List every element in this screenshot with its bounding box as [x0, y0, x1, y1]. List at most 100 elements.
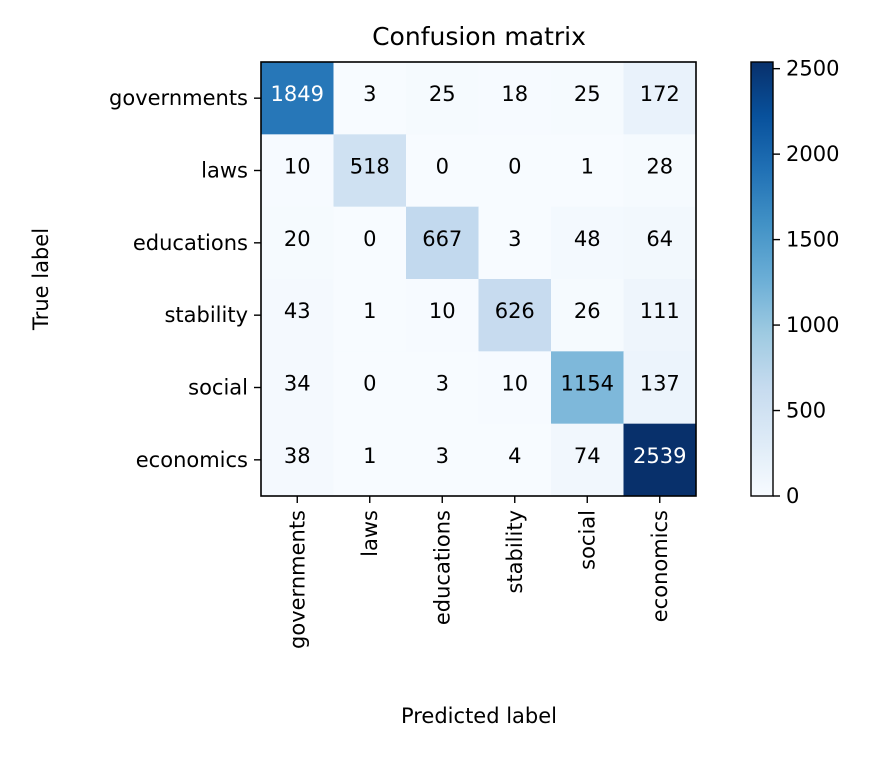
cell-value-label: 0 [508, 155, 521, 179]
y-tick-label: laws [201, 159, 248, 183]
heatmap-cell [261, 62, 334, 135]
y-axis-title: True label [29, 228, 53, 331]
cell-value-label: 18 [501, 82, 528, 106]
heatmap-cell [478, 423, 552, 497]
cell-value-label: 3 [436, 444, 449, 468]
cell-value-label: 3 [436, 372, 449, 396]
heatmap-cell [406, 62, 479, 135]
heatmap-cell [551, 423, 624, 497]
chart-title: Confusion matrix [372, 22, 586, 51]
x-tick-label: stability [503, 510, 527, 594]
cell-value-label: 10 [501, 372, 528, 396]
heatmap-cell [623, 134, 697, 208]
colorbar-tick-label: 1000 [786, 313, 839, 337]
cell-value-label: 626 [495, 299, 535, 323]
colorbar [750, 61, 774, 497]
cell-value-label: 518 [350, 155, 390, 179]
cell-value-label: 3 [363, 82, 376, 106]
cell-value-label: 667 [422, 227, 462, 251]
x-tick-label: laws [358, 510, 382, 557]
cell-value-label: 1849 [271, 82, 324, 106]
cell-value-label: 48 [574, 227, 601, 251]
heatmap-cell [333, 206, 407, 280]
cell-value-label: 25 [429, 82, 456, 106]
heatmap-cell [261, 351, 334, 425]
y-tick-label: governments [109, 86, 248, 110]
heatmap-cell [551, 134, 624, 208]
heatmap-cell [478, 279, 552, 352]
cell-value-label: 64 [646, 227, 673, 251]
colorbar-ticks: 0 500 1000 1500 2000 2500 [773, 57, 839, 508]
heatmap-cell [623, 62, 697, 135]
x-axis-title: Predicted label [401, 704, 557, 728]
heatmap-cell [623, 351, 697, 425]
heatmap-cell [333, 423, 407, 497]
cell-value-label: 3 [508, 227, 521, 251]
heatmap-cell [478, 62, 552, 135]
colorbar-tick-label: 2000 [786, 142, 839, 166]
x-axis-ticks: governments laws educations stability social… [285, 496, 672, 649]
x-tick-label: economics [648, 510, 672, 622]
colorbar-tick-label: 500 [786, 399, 826, 423]
cell-value-label: 38 [284, 444, 311, 468]
x-tick-label: governments [285, 510, 309, 649]
cell-value-label: 4 [508, 444, 521, 468]
cell-value-label: 34 [284, 372, 311, 396]
x-tick-label: educations [430, 510, 454, 625]
heatmap-cell [623, 423, 697, 497]
heatmap-cell [551, 351, 624, 425]
colorbar-tick-label: 2500 [786, 57, 839, 81]
heatmap-cell [333, 62, 407, 135]
y-tick-label: economics [136, 448, 248, 472]
cell-value-label: 1154 [561, 372, 614, 396]
cell-value-label: 137 [640, 372, 680, 396]
cell-value-label: 43 [284, 299, 311, 323]
cell-value-label: 10 [429, 299, 456, 323]
colorbar-tick-label: 0 [786, 484, 799, 508]
heatmap-cells [261, 62, 697, 497]
cell-value-label: 26 [574, 299, 601, 323]
heatmap-cell [551, 279, 624, 352]
heatmap-cell [406, 351, 479, 425]
cell-value-label: 0 [436, 155, 449, 179]
cell-value-label: 20 [284, 227, 311, 251]
heatmap-cell [333, 351, 407, 425]
cell-value-label: 0 [363, 227, 376, 251]
heatmap-cell [551, 62, 624, 135]
cell-value-label: 172 [640, 82, 680, 106]
cell-value-label: 28 [646, 155, 673, 179]
heatmap-cell [406, 206, 479, 280]
heatmap-cell [406, 423, 479, 497]
y-axis-ticks: governments laws educations stability social… [109, 86, 261, 472]
cell-value-label: 1 [363, 299, 376, 323]
heatmap-cell [478, 206, 552, 280]
cell-value-label: 0 [363, 372, 376, 396]
heatmap-cell [261, 423, 334, 497]
heatmap-cell [261, 134, 334, 208]
heatmap-cell [406, 279, 479, 352]
cell-value-label: 111 [640, 299, 680, 323]
cell-value-label: 1 [581, 155, 594, 179]
cell-value-label: 25 [574, 82, 601, 106]
y-tick-label: stability [164, 303, 248, 327]
cell-value-label: 2539 [633, 444, 686, 468]
heatmap-cell [333, 134, 407, 208]
heatmap-cell [623, 206, 697, 280]
cell-value-label: 74 [574, 444, 601, 468]
y-tick-label: educations [133, 231, 248, 255]
heatmap-cell [333, 279, 407, 352]
cell-value-label: 10 [284, 155, 311, 179]
heatmap-cell [478, 351, 552, 425]
cell-value-label: 1 [363, 444, 376, 468]
colorbar-tick-label: 1500 [786, 228, 839, 252]
y-tick-label: social [188, 376, 248, 400]
heatmap-cell [478, 134, 552, 208]
heatmap-cell [406, 134, 479, 208]
heatmap-cell [261, 279, 334, 352]
x-tick-label: social [575, 510, 599, 570]
heatmap-cell [551, 206, 624, 280]
heatmap-cell [261, 206, 334, 280]
plot-frame [260, 61, 697, 497]
